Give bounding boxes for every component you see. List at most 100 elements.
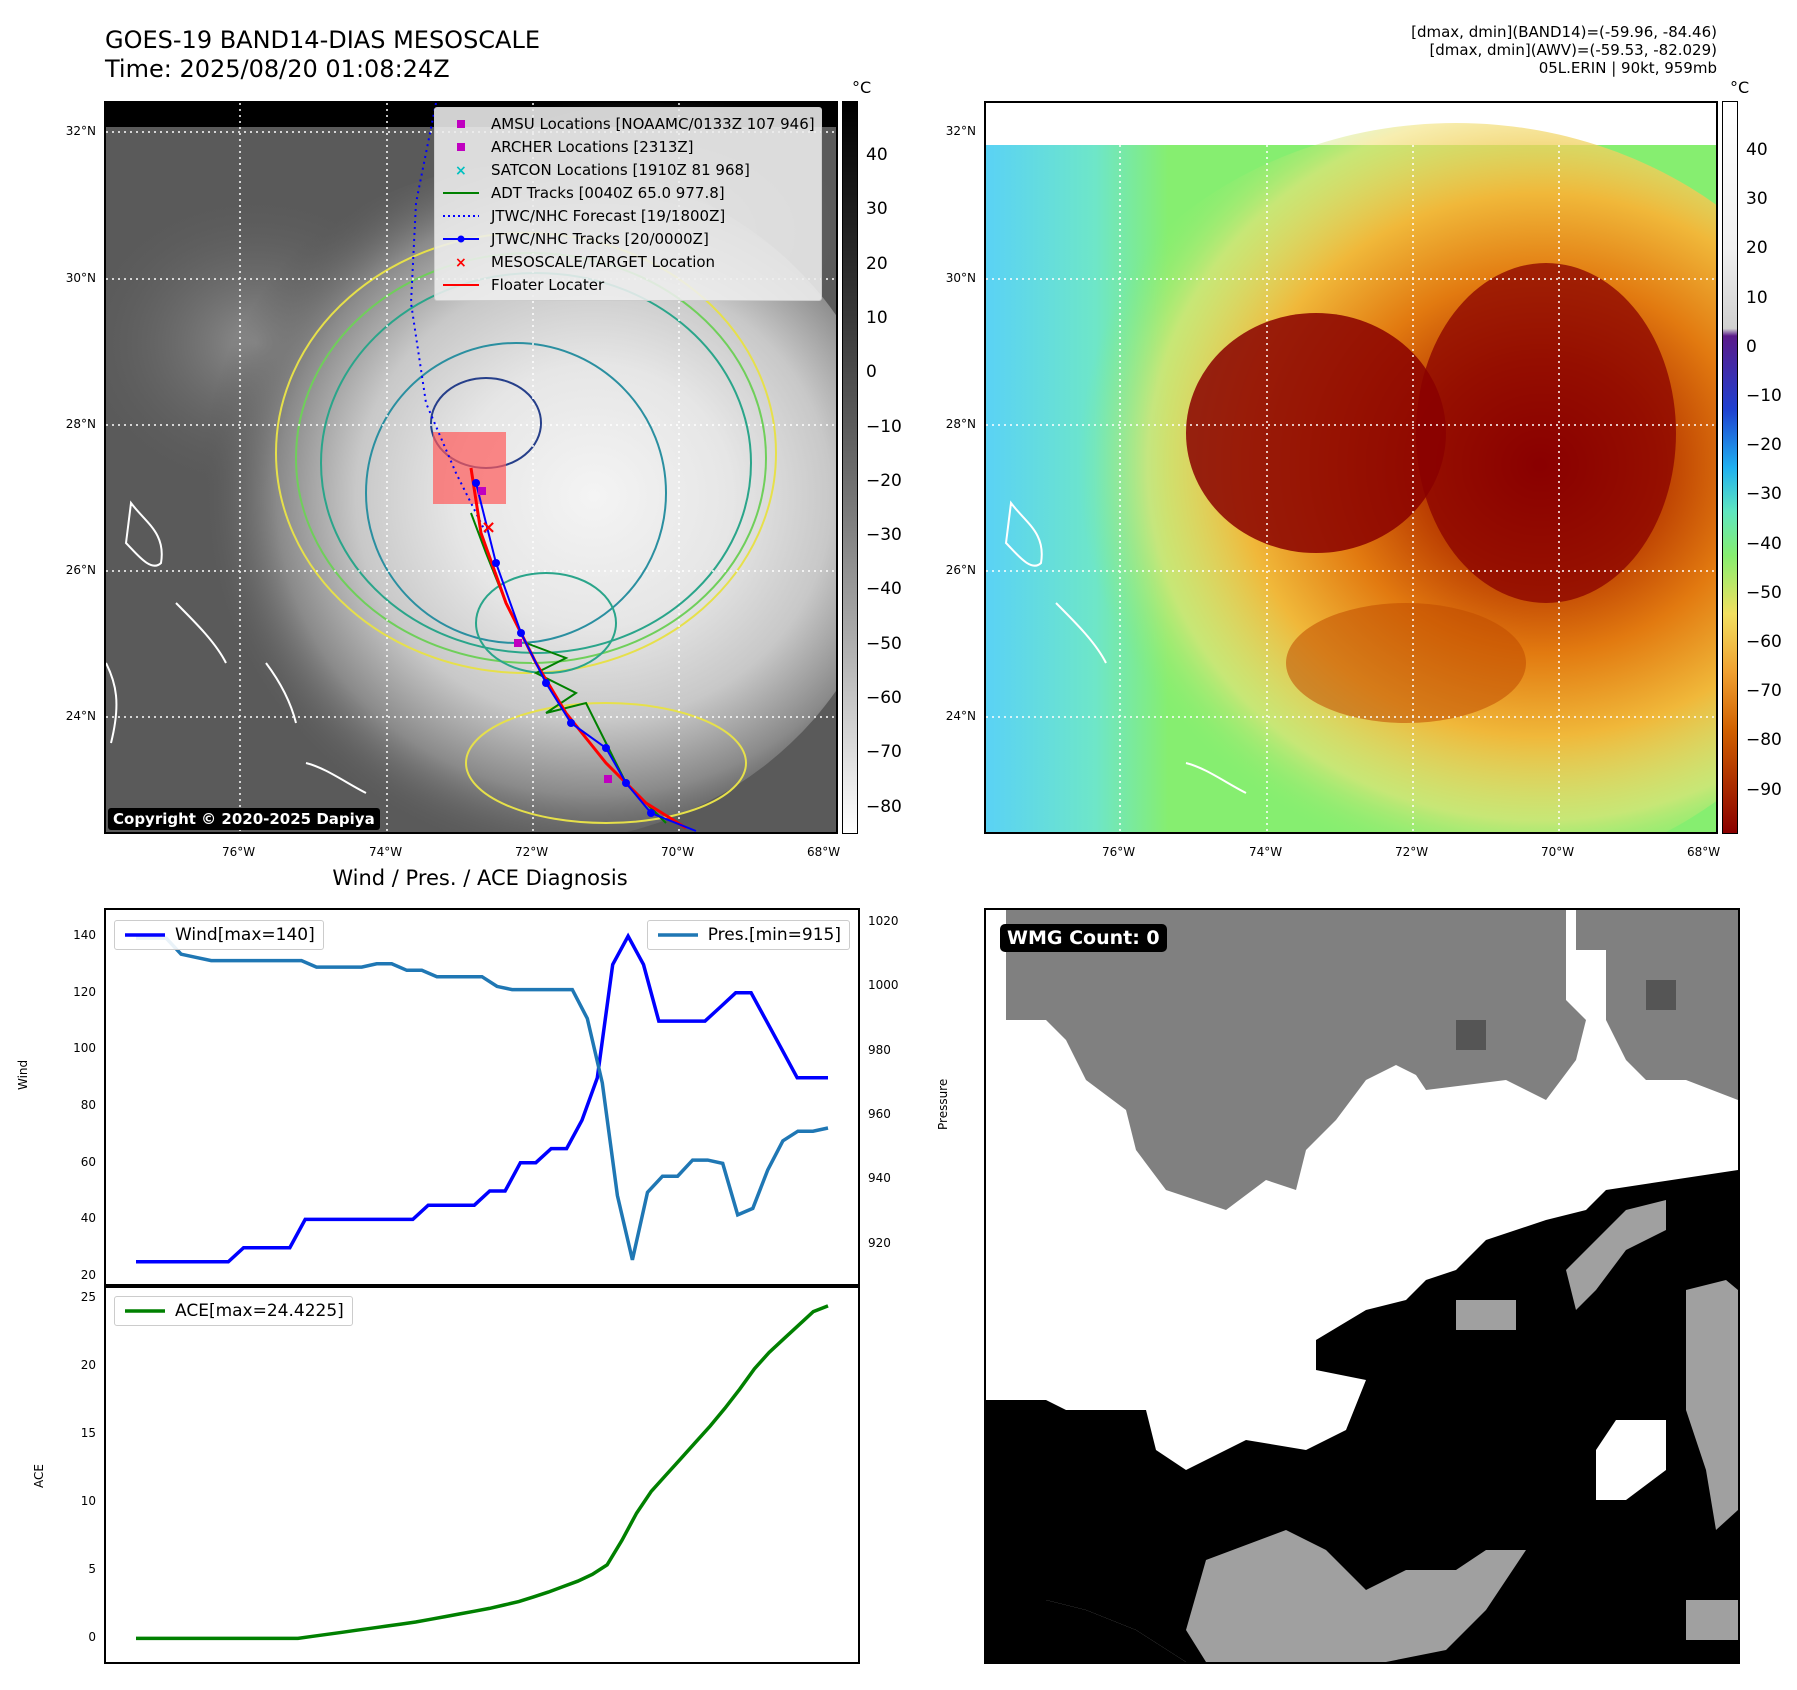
- dmax-awv: [dmax, dmin](AWV)=(-59.53, -82.029): [1429, 41, 1717, 59]
- lat-label: 30°N: [945, 271, 976, 285]
- legend-target: × MESOSCALE/TARGET Location: [455, 252, 716, 272]
- colorbar-unit: °C: [852, 78, 872, 97]
- awv-map-image: [986, 123, 1716, 832]
- lat-label: 30°N: [65, 271, 96, 285]
- colorbar-tick: −90: [1746, 779, 1782, 800]
- ace-panel[interactable]: ACE[max=24.4225]: [104, 1284, 860, 1664]
- colorbar-tick: −70: [1746, 681, 1782, 702]
- colorbar-tick: −50: [1746, 582, 1782, 603]
- lat-label: 24°N: [945, 709, 976, 723]
- ace-legend: ACE[max=24.4225]: [114, 1296, 353, 1326]
- ace-tick-label: 15: [80, 1426, 96, 1441]
- lon-label: 72°W: [1395, 845, 1429, 859]
- legend-best-track: JTWC/NHC Tracks [20/0000Z]: [441, 227, 815, 250]
- ace-tick-label: 0: [88, 1630, 96, 1645]
- colorbar-tick: 30: [866, 199, 888, 220]
- ace-tick-label: 20: [80, 1358, 96, 1373]
- legend-satcon: × SATCON Locations [1910Z 81 968]: [455, 160, 750, 180]
- colorbar-tick: −40: [866, 579, 902, 600]
- colorbar-tick: −50: [866, 633, 902, 654]
- ace-series-line: [136, 1304, 829, 1641]
- wind-pres-panel[interactable]: Wind[max=140] Pres.[min=915]: [104, 908, 860, 1288]
- pressure-tick-label: 960: [868, 1107, 891, 1122]
- lat-label: 28°N: [945, 417, 976, 431]
- figure-title: GOES-19 BAND14-DIAS MESOSCALE: [105, 26, 541, 54]
- colorbar-tick: 0: [1746, 336, 1757, 357]
- wind-tick-label: 120: [73, 984, 96, 999]
- lat-label: 32°N: [945, 124, 976, 138]
- wind-tick-label: 100: [73, 1041, 96, 1056]
- colorbar-tick: −10: [866, 416, 902, 437]
- legend-adt: ADT Tracks [0040Z 65.0 977.8]: [443, 183, 725, 202]
- ace-axis-label: ACE: [32, 1464, 46, 1488]
- ace-tick-label: 10: [80, 1494, 96, 1509]
- awv-map-panel[interactable]: [984, 101, 1718, 834]
- svg-text:×: ×: [455, 255, 467, 271]
- colorbar-tick: −80: [866, 796, 902, 817]
- copyright-badge: Copyright © 2020-2025 Dapiya: [108, 808, 380, 830]
- lat-label: 26°N: [65, 563, 96, 577]
- lon-label: 76°W: [1102, 845, 1136, 859]
- ace-tick-label: 25: [80, 1290, 96, 1304]
- colorbar-tick: 30: [1746, 189, 1768, 210]
- lon-label: 70°W: [1541, 845, 1575, 859]
- lon-label: 68°W: [807, 845, 841, 859]
- colorbar-tick: −30: [866, 525, 902, 546]
- colorbar-tick: 40: [866, 145, 888, 165]
- colorbar-tick: −20: [866, 470, 902, 491]
- lat-label: 24°N: [65, 709, 96, 723]
- colorbar-tick: −20: [1746, 435, 1782, 456]
- lon-label: 76°W: [222, 845, 256, 859]
- pressure-tick-label: 940: [868, 1171, 891, 1186]
- lat-label: 32°N: [65, 124, 96, 138]
- wind-tick-label: 140: [73, 928, 96, 943]
- svg-text:×: ×: [481, 517, 496, 538]
- ir-map-panel[interactable]: × AMSU Locations [NOAAMC/0133Z 107 946] …: [104, 101, 838, 834]
- wind-pres-plot: [136, 932, 829, 1264]
- colorbar-tick: −80: [1746, 730, 1782, 751]
- colorbar-tick: −60: [1746, 632, 1782, 652]
- lon-label: 74°W: [1249, 845, 1283, 859]
- colorbar-tick: −60: [866, 688, 902, 708]
- lon-label: 74°W: [369, 845, 403, 859]
- lat-label: 28°N: [65, 417, 96, 431]
- colorbar-tick: −40: [1746, 533, 1782, 554]
- wind-tick-label: 60: [80, 1154, 96, 1169]
- wind-tick-label: 40: [80, 1211, 96, 1226]
- colorbar-tick: 0: [866, 362, 877, 383]
- colorbar-tick: −70: [866, 742, 902, 763]
- wmg-panel[interactable]: WMG Count: 0: [984, 908, 1740, 1664]
- pres-legend: Pres.[min=915]: [646, 920, 850, 950]
- wmg-count-badge: WMG Count: 0: [1000, 924, 1167, 952]
- pressure-tick-label: 980: [868, 1042, 891, 1057]
- pressure-tick-label: 920: [868, 1235, 891, 1250]
- ace-tick-label: 5: [88, 1562, 96, 1577]
- awv-colorbar: [1722, 101, 1738, 834]
- colorbar-tick: 20: [866, 253, 888, 274]
- pressure-tick-label: 1020: [868, 914, 899, 928]
- wind-tick-label: 80: [80, 1098, 96, 1113]
- wind-axis-label: Wind: [16, 1059, 30, 1090]
- wind-legend: Wind[max=140]: [114, 920, 324, 950]
- colorbar-tick: 10: [866, 307, 888, 328]
- map-legend: AMSU Locations [NOAAMC/0133Z 107 946] AR…: [434, 107, 822, 301]
- storm-info: 05L.ERIN | 90kt, 959mb: [1538, 59, 1717, 77]
- lon-label: 68°W: [1687, 845, 1721, 859]
- colorbar-tick: 40: [1746, 140, 1768, 160]
- ir-colorbar: [842, 101, 858, 834]
- ace-plot: [136, 1304, 829, 1641]
- diag-title: Wind / Pres. / ACE Diagnosis: [332, 866, 628, 890]
- lat-label: 26°N: [945, 563, 976, 577]
- legend-amsu: AMSU Locations [NOAAMC/0133Z 107 946]: [441, 112, 815, 135]
- colorbar-unit: °C: [1730, 78, 1750, 97]
- pressure-axis-label: Pressure: [936, 1078, 950, 1130]
- colorbar-tick: 10: [1746, 287, 1768, 308]
- wind-series-line: [136, 932, 828, 1264]
- legend-archer: ARCHER Locations [2313Z]: [441, 135, 815, 158]
- dmax-band14: [dmax, dmin](BAND14)=(-59.96, -84.46): [1411, 23, 1717, 41]
- figure-time: Time: 2025/08/20 01:08:24Z: [105, 55, 450, 83]
- wind-tick-label: 20: [80, 1268, 96, 1282]
- pressure-tick-label: 1000: [868, 978, 899, 993]
- lon-label: 70°W: [661, 845, 695, 859]
- svg-text:×: ×: [455, 163, 467, 179]
